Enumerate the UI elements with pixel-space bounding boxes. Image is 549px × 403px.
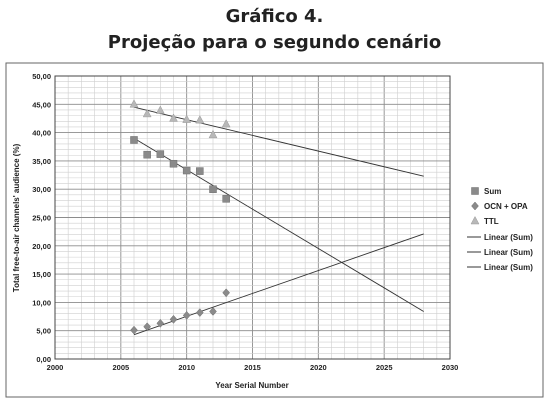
data-point (209, 185, 217, 193)
legend-marker (471, 201, 479, 211)
chart-subtitle: Projeção para o segundo cenário (107, 32, 442, 53)
y-tick-label: 15,00 (32, 270, 51, 279)
legend-label: Sum (484, 187, 501, 196)
x-tick-label: 2030 (442, 363, 459, 372)
data-point (222, 195, 230, 203)
plot-area-border (54, 75, 451, 360)
y-tick-label: 20,00 (32, 242, 51, 251)
data-point (143, 150, 151, 159)
legend-label: Linear (Sum) (484, 248, 533, 257)
y-axis-ticks: 0,00 5,00 10,00 15,00 20,00 25,00 30,00 35,00 40… (32, 72, 51, 364)
data-point (208, 129, 218, 139)
x-axis-label: Year Serial Number (215, 381, 288, 390)
legend-label: Linear (Sum) (484, 263, 533, 272)
data-point (130, 136, 138, 144)
legend-label: Linear (Sum) (484, 233, 533, 242)
legend: Sum OCN + OPA TTL Linear (Sum) Linear (Sum) L… (467, 187, 533, 272)
data-point (221, 119, 231, 128)
data-points (129, 99, 231, 335)
x-tick-label: 2000 (47, 363, 64, 372)
plot-grid (54, 75, 451, 360)
data-point (222, 288, 230, 298)
trendline (133, 106, 424, 177)
y-tick-label: 5,00 (36, 327, 51, 336)
x-tick-label: 2005 (112, 363, 129, 372)
y-tick-label: 25,00 (32, 214, 51, 223)
y-axis-label: Total free-to-air channels' audience (%) (12, 143, 21, 292)
data-point (155, 105, 165, 114)
trendlines (133, 106, 424, 336)
y-tick-label: 35,00 (32, 157, 51, 166)
data-point (143, 322, 151, 332)
trendline (133, 233, 424, 336)
data-point (129, 99, 139, 108)
y-tick-label: 10,00 (32, 298, 51, 307)
y-tick-label: 50,00 (32, 72, 51, 81)
y-tick-label: 0,00 (36, 355, 51, 364)
x-tick-label: 2010 (178, 363, 195, 372)
x-tick-label: 2015 (244, 363, 261, 372)
data-point (156, 318, 165, 328)
data-point (182, 166, 191, 175)
data-point (182, 311, 191, 320)
legend-label: TTL (484, 217, 499, 226)
data-point (195, 115, 205, 124)
x-tick-label: 2025 (376, 363, 393, 372)
trendline (133, 137, 424, 312)
data-point (156, 150, 165, 158)
data-point (130, 325, 138, 335)
y-tick-label: 30,00 (32, 185, 51, 194)
data-point (169, 159, 178, 168)
data-point (169, 113, 178, 122)
x-tick-label: 2020 (310, 363, 327, 372)
legend-marker (471, 187, 479, 195)
data-point (209, 307, 217, 316)
y-tick-label: 45,00 (32, 100, 51, 109)
legend-label: OCN + OPA (484, 202, 528, 211)
chart-outer-border (5, 62, 544, 398)
x-axis-ticks: 2000 2005 2010 2015 2020 2025 2030 (47, 363, 459, 372)
data-point (142, 108, 152, 118)
data-point (169, 315, 178, 324)
data-point (196, 167, 204, 175)
y-tick-label: 40,00 (32, 129, 51, 138)
data-point (182, 114, 192, 123)
legend-marker (470, 215, 480, 225)
data-point (196, 308, 204, 317)
chart-title: Gráfico 4. (225, 6, 324, 27)
